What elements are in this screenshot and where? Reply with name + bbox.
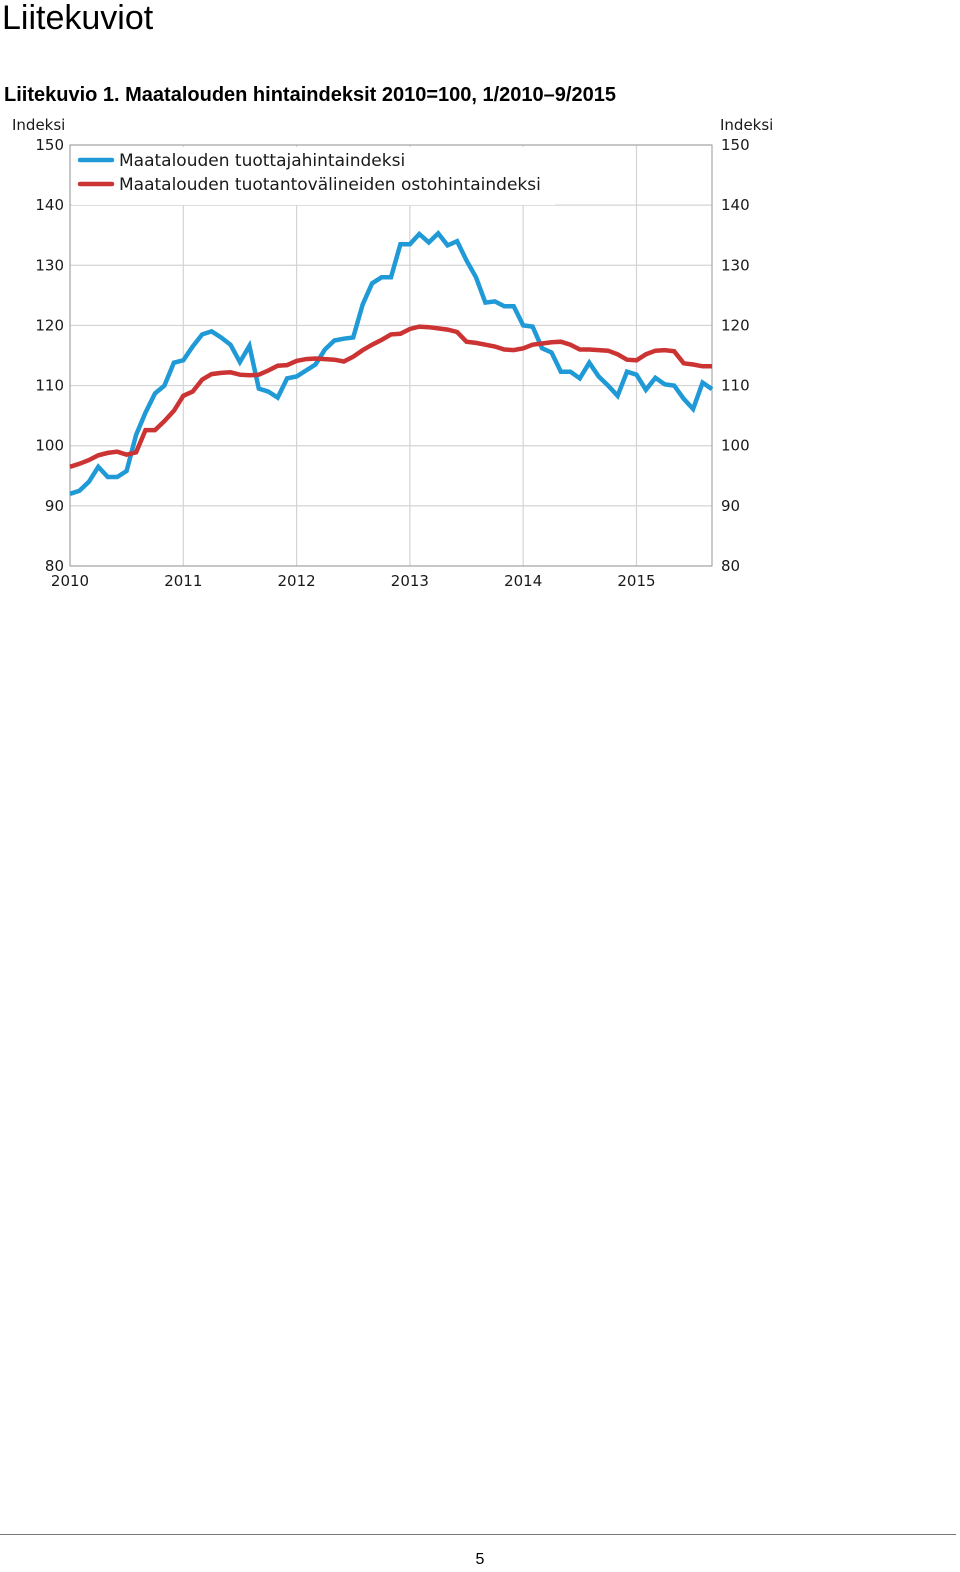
y-tick-label-right: 90: [721, 497, 740, 515]
y-tick-label-right: 130: [721, 256, 750, 274]
series-line: [69, 230, 714, 496]
plot-frame: [69, 144, 713, 567]
legend-label: Maatalouden tuottajahintaindeksi: [119, 151, 405, 171]
page-heading: Liitekuviot: [2, 0, 154, 37]
y-tick-label-right: 150: [721, 136, 750, 154]
x-axis: 2010 2011 2012 2013 2014 2015: [51, 572, 656, 590]
left-axis-label: Indeksi: [12, 116, 65, 134]
x-tick-label: 2012: [277, 572, 315, 590]
legend-background: [72, 147, 555, 205]
right-axis-label: Indeksi: [720, 116, 773, 134]
y-tick-label-left: 100: [35, 437, 64, 455]
x-tick-label: 2013: [391, 572, 429, 590]
line-chart: 80 90 100 110 120 130 140 150 80 90 100 110 120 130 1…: [12, 116, 773, 590]
series-line: [69, 324, 712, 469]
figure-caption: Liitekuvio 1. Maatalouden hintaindeksit …: [4, 84, 616, 106]
y-tick-label-left: 130: [35, 256, 64, 274]
y-tick-label-left: 140: [35, 196, 64, 214]
y-tick-label-left: 150: [35, 136, 64, 154]
x-tick-label: 2015: [617, 572, 655, 590]
y-tick-label-right: 120: [721, 316, 750, 334]
y-tick-label-right: 140: [721, 196, 750, 214]
y-axis-right: 80 90 100 110 120 130 140 150: [721, 136, 750, 575]
page-number: 5: [475, 1551, 485, 1568]
y-tick-label-left: 90: [45, 497, 64, 515]
y-tick-label-left: 80: [45, 557, 64, 575]
y-tick-label-right: 80: [721, 557, 740, 575]
x-tick-label: 2014: [504, 572, 542, 590]
series-lines: [69, 230, 714, 496]
x-tick-label: 2010: [51, 572, 89, 590]
footer-divider: [0, 1534, 956, 1535]
y-tick-label-right: 100: [721, 437, 750, 455]
y-tick-label-right: 110: [721, 377, 750, 395]
y-tick-label-left: 110: [35, 377, 64, 395]
x-tick-label: 2011: [164, 572, 202, 590]
y-axis-left: 80 90 100 110 120 130 140 150: [35, 136, 64, 575]
legend-label: Maatalouden tuotantovälineiden ostohinta…: [119, 175, 541, 195]
legend: Maatalouden tuottajahintaindeksi Maatalou…: [72, 147, 555, 205]
y-tick-label-left: 120: [35, 316, 64, 334]
